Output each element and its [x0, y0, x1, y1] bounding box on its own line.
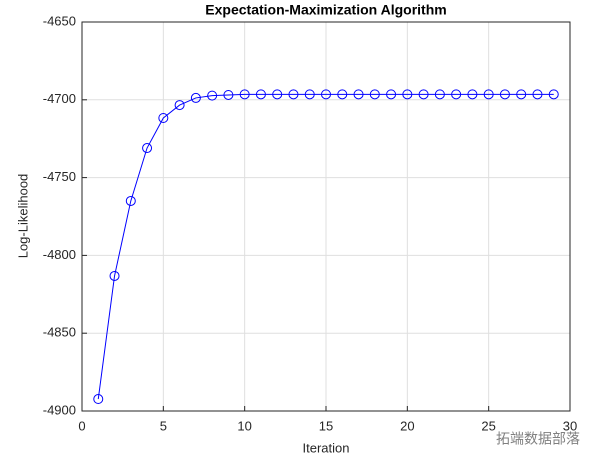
- marker: [548, 89, 559, 100]
- marker: [158, 113, 169, 124]
- marker: [174, 100, 185, 111]
- marker: [337, 89, 348, 100]
- marker: [499, 89, 510, 100]
- line: [97, 93, 554, 400]
- marker: [532, 89, 543, 100]
- marker: [467, 89, 478, 100]
- marker: [451, 89, 462, 100]
- marker: [353, 89, 364, 100]
- x-tick-label: 15: [319, 418, 333, 433]
- axes-box: [81, 21, 571, 412]
- marker: [255, 89, 266, 100]
- x-axis-label: Iteration: [303, 440, 350, 455]
- marker: [321, 89, 331, 100]
- marker: [190, 92, 201, 103]
- marker: [93, 394, 104, 405]
- x-tick-label: 25: [481, 418, 495, 433]
- marker: [418, 89, 429, 100]
- marker: [142, 143, 153, 154]
- x-tick-label: 0: [78, 418, 85, 433]
- marker: [483, 89, 494, 100]
- marker: [207, 90, 218, 101]
- marker: [434, 89, 445, 100]
- y-tick-label: -4850: [43, 325, 76, 340]
- x-tick-label: 5: [160, 418, 167, 433]
- marker: [109, 270, 120, 281]
- watermark: 拓端数据部落: [496, 431, 580, 447]
- marker: [223, 89, 234, 100]
- chart-title: Expectation-Maximization Algorithm: [205, 2, 446, 18]
- y-tick-label: -4800: [43, 247, 76, 262]
- marker: [239, 89, 250, 100]
- marker: [386, 89, 397, 100]
- marker: [272, 89, 283, 100]
- marker: [402, 89, 413, 100]
- x-tick-label: 20: [400, 418, 414, 433]
- y-axis-label: Log-Likelihood: [15, 174, 30, 259]
- marker: [125, 195, 136, 206]
- marker: [304, 89, 315, 100]
- marker: [369, 89, 380, 100]
- marker: [516, 89, 527, 100]
- y-tick-label: -4700: [43, 91, 76, 106]
- y-tick-label: -4750: [43, 169, 76, 184]
- x-tick-label: 10: [237, 418, 251, 433]
- x-tick-label: 30: [563, 418, 577, 433]
- y-tick-label: -4900: [43, 402, 76, 417]
- marker: [288, 89, 299, 100]
- y-tick-label: -4650: [43, 13, 76, 28]
